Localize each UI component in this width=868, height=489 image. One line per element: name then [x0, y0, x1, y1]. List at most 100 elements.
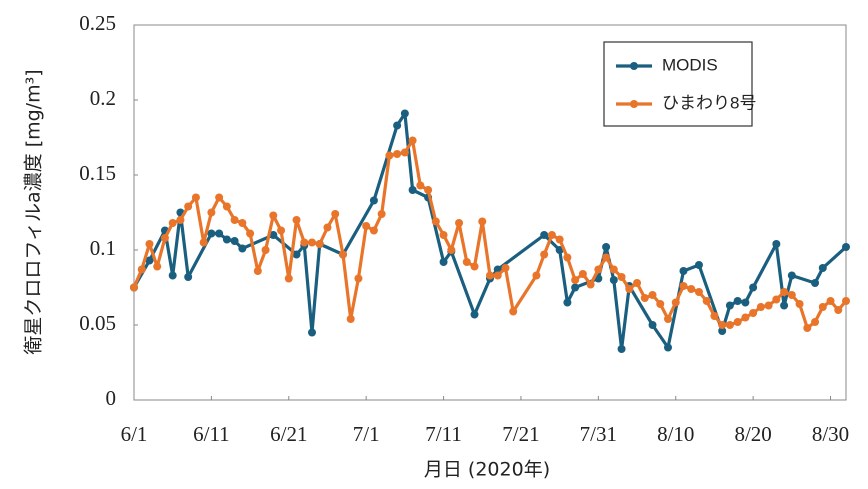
data-point [269, 211, 278, 220]
x-tick-label: 7/11 [425, 422, 462, 446]
legend-label: MODIS [662, 55, 718, 74]
data-point [602, 243, 611, 251]
data-point [586, 280, 595, 289]
data-point [540, 231, 549, 239]
data-point [238, 219, 247, 227]
data-point [563, 253, 572, 262]
data-point [137, 265, 146, 274]
data-point [749, 283, 758, 292]
data-point [478, 217, 487, 226]
y-tick-label: 0.1 [90, 236, 116, 260]
data-point [338, 250, 347, 259]
data-point [362, 222, 371, 230]
data-point [780, 288, 789, 296]
data-point [184, 202, 193, 211]
data-point [393, 150, 402, 158]
data-point [609, 276, 618, 284]
data-point [756, 303, 765, 311]
data-point [818, 303, 827, 311]
data-point [354, 274, 363, 283]
data-point [168, 271, 177, 280]
data-point [346, 315, 355, 323]
data-point [377, 210, 386, 218]
data-point [710, 312, 719, 320]
data-point [725, 301, 734, 310]
data-point [184, 273, 193, 281]
data-point [292, 216, 301, 224]
data-point [718, 321, 727, 329]
legend-label: ひまわり8号 [662, 93, 756, 112]
data-point [253, 267, 262, 275]
data-point [222, 202, 231, 211]
data-point [687, 285, 696, 293]
data-point [145, 256, 154, 265]
data-point [617, 345, 626, 353]
data-point [834, 306, 843, 314]
y-tick-label: 0.25 [79, 11, 116, 35]
data-point [168, 219, 177, 227]
data-point [772, 295, 781, 304]
data-point [470, 310, 479, 319]
data-point [331, 210, 340, 218]
data-point [199, 238, 208, 247]
data-point [246, 229, 255, 238]
data-point [571, 283, 580, 292]
data-point [818, 264, 827, 272]
x-tick-label: 7/1 [353, 422, 380, 446]
x-tick-label: 6/1 [121, 422, 148, 446]
data-point [602, 253, 611, 262]
y-tick-label: 0.2 [90, 86, 116, 110]
data-point [571, 276, 580, 284]
data-point [555, 235, 564, 244]
data-point [772, 240, 781, 248]
data-point [532, 271, 541, 280]
data-point [563, 298, 572, 307]
data-point [648, 291, 657, 299]
data-point [741, 298, 750, 307]
data-point [617, 273, 626, 281]
data-point [300, 238, 309, 247]
data-point [694, 261, 703, 269]
data-point [222, 235, 231, 244]
y-tick-label: 0.15 [79, 161, 116, 185]
data-point [238, 244, 247, 253]
data-point [416, 181, 425, 190]
data-point [547, 231, 556, 239]
data-point [749, 309, 758, 317]
data-point [540, 250, 549, 259]
data-point [308, 328, 316, 337]
data-point [787, 291, 796, 299]
data-point [292, 250, 301, 259]
data-point [393, 121, 402, 130]
data-point [439, 231, 448, 239]
data-point [215, 193, 224, 202]
data-point [160, 234, 169, 242]
data-point [702, 297, 711, 305]
data-point [277, 226, 286, 235]
plot-frame [133, 24, 847, 401]
data-point [842, 243, 850, 251]
data-point [694, 288, 703, 296]
data-point [493, 271, 502, 280]
data-point [369, 226, 378, 235]
data-point [633, 279, 642, 287]
data-point [811, 279, 820, 287]
data-point [385, 151, 394, 160]
data-point [130, 283, 138, 292]
data-point [764, 301, 773, 310]
data-point [455, 219, 464, 227]
legend-box [603, 41, 753, 127]
legend-marker [630, 100, 638, 108]
data-point [215, 229, 224, 238]
data-point [594, 265, 603, 274]
data-point [269, 231, 278, 239]
data-point [625, 285, 634, 293]
data-point [509, 307, 518, 316]
data-point [725, 321, 734, 329]
data-point [664, 343, 672, 352]
x-tick-label: 8/30 [812, 422, 849, 446]
data-point [176, 216, 185, 224]
data-point [400, 148, 409, 157]
legend-marker [630, 62, 638, 70]
